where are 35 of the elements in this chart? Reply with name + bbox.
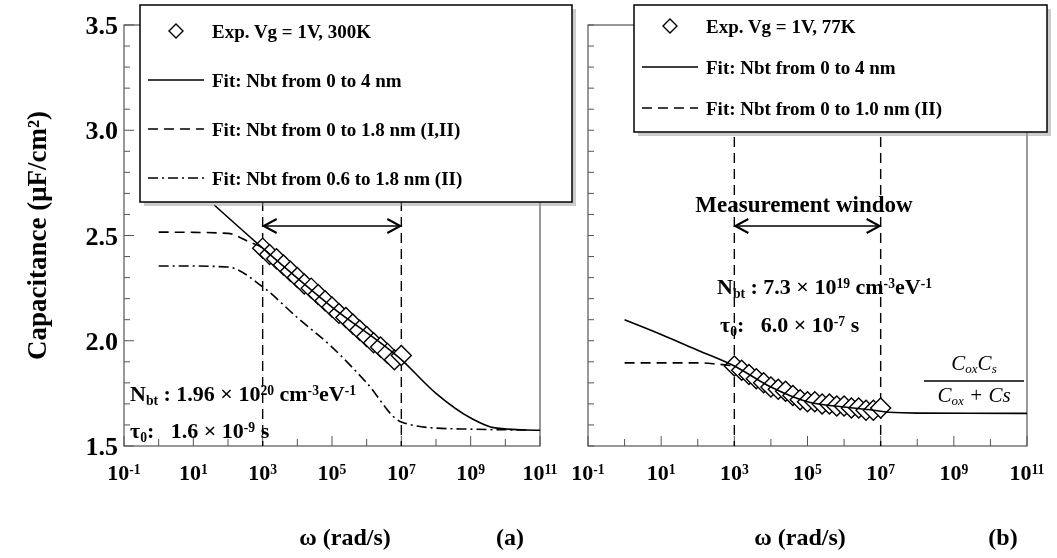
x-tick-label: 10$^{1}$: [178, 460, 208, 485]
x-tick-label: 10$^{9}$: [456, 460, 486, 485]
x-tick-label: 10$^{3}$: [719, 460, 749, 485]
legend-label: Fit: Nbt from 0.6 to 1.8 nm (II): [212, 168, 463, 190]
annotation: C$_{ox}$C$_{s}$: [951, 351, 997, 377]
annotation: C$_{ox}$ + Cs: [937, 383, 1011, 409]
x-tick-label: 10$^{5}$: [793, 460, 823, 485]
x-tick-label: 10$^{9}$: [939, 460, 969, 485]
y-tick-label: 1.5: [85, 432, 118, 461]
y-tick-label: 3.5: [85, 11, 118, 40]
legend-label: Exp. Vg = 1V, 77K: [706, 16, 856, 37]
legend-label: Fit: Nbt from 0 to 4 nm: [212, 70, 402, 91]
legend-label: Fit: Nbt from 0 to 1.8 nm (I,II): [212, 119, 461, 141]
x-tick-label: 10$^{7}$: [866, 460, 896, 485]
y-axis-title: Capacitance (μF/cm²): [22, 110, 52, 361]
x-axis-title: ω (rad/s): [299, 524, 391, 550]
x-tick-label: 10$^{-1}$: [571, 460, 605, 485]
y-tick-label: 3.0: [85, 116, 118, 146]
legend-label: Fit: Nbt from 0 to 1.0 nm (II): [706, 98, 943, 120]
annotation: N$_{bt}$ : 1.96 × 10$^{20}$ cm$^{-3}$eV$^{-1}$: [130, 381, 357, 408]
x-axis-title: ω (rad/s): [754, 524, 846, 550]
text: (b): [988, 524, 1018, 550]
text: (a): [496, 524, 524, 550]
x-tick-label: 10$^{3}$: [248, 460, 278, 485]
x-tick-label: 10$^{-1}$: [107, 460, 141, 485]
y-tick-label: 2.5: [85, 221, 118, 251]
y-tick-label: 2.0: [85, 326, 118, 356]
legend-label: Fit: Nbt from 0 to 4 nm: [706, 57, 896, 78]
x-tick-label: 10$^{11}$: [522, 460, 558, 485]
x-tick-label: 10$^{1}$: [646, 460, 676, 485]
annotation: Measurement window: [695, 192, 914, 217]
x-tick-label: 10$^{5}$: [317, 460, 347, 485]
x-tick-label: 10$^{11}$: [1009, 460, 1045, 485]
x-tick-label: 10$^{7}$: [386, 460, 416, 485]
legend-label: Exp. Vg = 1V, 300K: [212, 21, 372, 42]
